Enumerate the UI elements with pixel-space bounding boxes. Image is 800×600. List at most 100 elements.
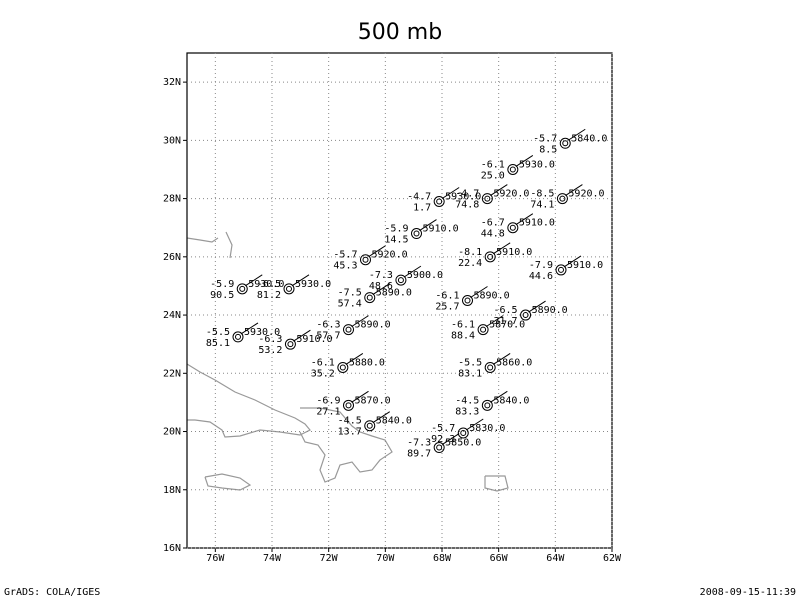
- wind-barb: [441, 187, 460, 199]
- station-marker: [337, 361, 349, 373]
- wind-barb: [563, 255, 582, 268]
- dewpoint: 25.0: [481, 170, 505, 181]
- height: 5910.0: [496, 247, 532, 258]
- station: -6.5 5930.0 81.2: [257, 274, 331, 301]
- x-tick-label: 62W: [603, 553, 622, 564]
- wind-barb: [293, 329, 311, 342]
- station: -6.7 5910.0 44.8: [481, 213, 555, 240]
- wind-barb: [244, 274, 263, 287]
- height: 5930.0: [244, 327, 280, 338]
- wind-barb: [419, 219, 437, 231]
- height: 5890.0: [376, 288, 412, 299]
- dewpoint: 27.1: [316, 406, 340, 417]
- temperature: -5.5: [458, 357, 482, 368]
- station: -7.3 5900.0 48.6: [369, 265, 443, 292]
- station-marker: [411, 228, 422, 240]
- wind-barb: [368, 245, 386, 258]
- station-marker: [343, 324, 354, 336]
- dewpoint: 35.2: [311, 368, 335, 379]
- station-marker: [481, 193, 493, 205]
- dewpoint: 48.6: [369, 281, 393, 292]
- dewpoint: 1.7: [413, 203, 431, 214]
- title: 500 mb: [358, 20, 442, 45]
- station-marker: [457, 427, 469, 439]
- station-marker: [507, 222, 519, 234]
- y-tick-label: 22N: [163, 368, 181, 379]
- station: -6.3 5890.0 57.7: [316, 315, 391, 342]
- height: 5840.0: [571, 133, 607, 144]
- wind-barb: [465, 418, 484, 431]
- x-tick-label: 66W: [490, 553, 509, 564]
- station-marker-inner: [562, 140, 569, 147]
- temperature: -7.3: [369, 270, 393, 281]
- station-marker-inner: [287, 341, 294, 348]
- height: 5830.0: [469, 423, 505, 434]
- wind-barb: [528, 300, 546, 313]
- station-marker: [559, 137, 571, 149]
- temperature: -5.5: [206, 327, 230, 338]
- station-marker-inner: [366, 422, 373, 429]
- station-marker: [477, 324, 489, 336]
- dewpoint: 74.1: [530, 200, 554, 211]
- height: 5840.0: [493, 395, 529, 406]
- station-marker: [520, 309, 532, 321]
- temperature: -7.5: [338, 288, 362, 299]
- wind-barb: [492, 353, 511, 365]
- dewpoint: 88.4: [451, 331, 475, 342]
- y-tick-label: 28N: [163, 194, 181, 205]
- station-marker-inner: [366, 294, 373, 301]
- station: -5.7 5840.0 8.5: [533, 128, 607, 155]
- wind-barb: [490, 390, 508, 403]
- station-marker-inner: [286, 285, 292, 292]
- wind-barb: [492, 242, 511, 255]
- temperature: -5.9: [210, 279, 234, 290]
- station: -6.9 5870.0 27.1: [316, 390, 391, 417]
- station: -8.1 5910.0 22.4: [458, 242, 532, 269]
- dewpoint: 53.2: [258, 345, 282, 356]
- station: -6.3 5910.0 53.2: [258, 329, 333, 356]
- y-tick-label: 20N: [163, 427, 181, 438]
- station-marker-inner: [235, 333, 241, 340]
- height: 5920.0: [372, 250, 408, 261]
- height: 5930.0: [248, 279, 284, 290]
- temperature: -4.7: [407, 192, 431, 203]
- x-tick-label: 72W: [320, 553, 339, 564]
- station: -5.9 5910.0 14.5: [384, 219, 459, 246]
- station-marker: [484, 251, 496, 263]
- temperature: -4.5: [455, 395, 479, 406]
- station: -5.5 5930.0 85.1: [206, 322, 280, 349]
- station-marker: [556, 193, 568, 205]
- temperature: -6.1: [435, 291, 459, 302]
- dewpoint: 92.3: [431, 434, 455, 445]
- station-marker-inner: [436, 444, 443, 451]
- height: 5920.0: [493, 189, 529, 200]
- wind-barb: [470, 286, 488, 298]
- y-tick-label: 30N: [163, 135, 181, 146]
- temperature: -8.5: [530, 189, 554, 200]
- temperature: -6.1: [451, 320, 475, 331]
- station-marker: [283, 283, 295, 295]
- height: 5840.0: [376, 416, 412, 427]
- station-marker-inner: [436, 198, 443, 205]
- height: 5910.0: [423, 224, 459, 235]
- footer-right: 2008-09-15-11:39: [700, 587, 796, 598]
- height: 5930.0: [295, 279, 331, 290]
- station-marker-inner: [484, 402, 491, 409]
- station-marker: [232, 331, 244, 343]
- height: 5850.0: [445, 438, 481, 449]
- height: 5900.0: [407, 270, 443, 281]
- height: 5930.0: [445, 192, 481, 203]
- temperature: -6.9: [316, 395, 340, 406]
- station-marker-inner: [345, 402, 352, 409]
- station-marker: [343, 399, 354, 411]
- station-marker-inner: [484, 195, 491, 202]
- dewpoint: 85.1: [206, 338, 230, 349]
- dewpoint: 25.7: [435, 302, 459, 313]
- station-marker: [284, 338, 296, 350]
- wind-barb: [441, 433, 460, 445]
- station: -4.5 5840.0 13.7: [338, 411, 412, 438]
- wind-barb: [351, 390, 369, 403]
- wind-barb: [351, 315, 369, 328]
- station: -4.7 5930.0 1.7: [407, 187, 481, 214]
